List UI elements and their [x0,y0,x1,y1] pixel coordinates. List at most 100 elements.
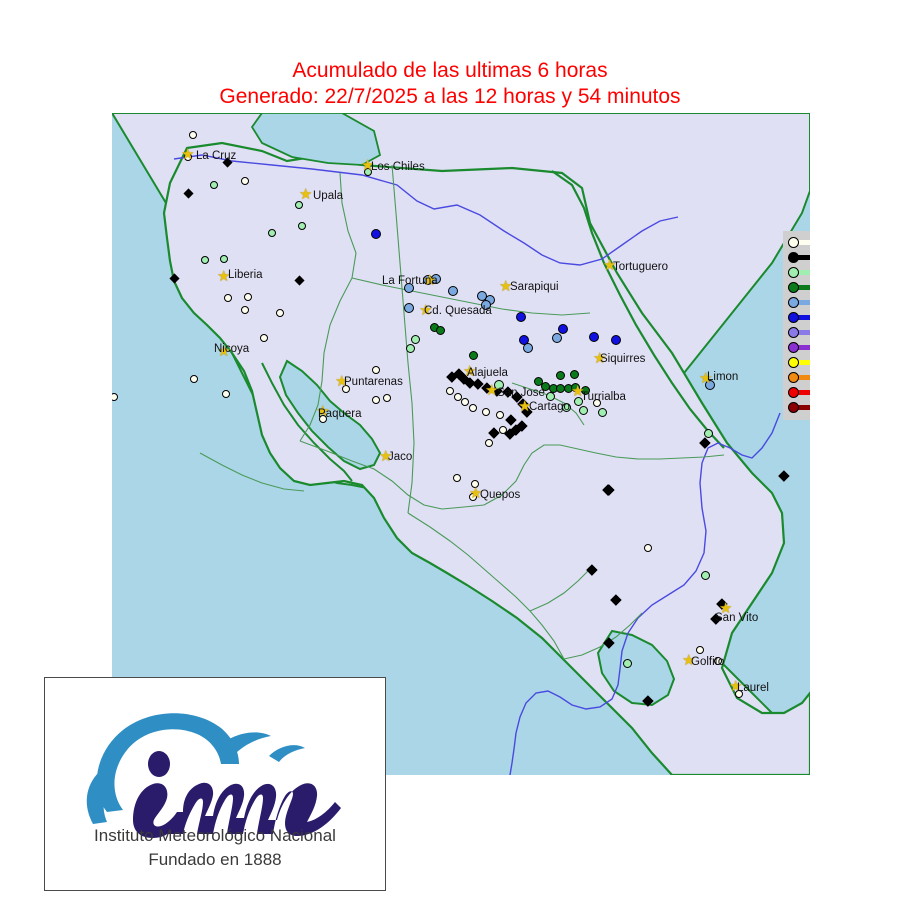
city-label-tortuguero: Tortuguero [613,261,668,273]
station-marker[interactable] [714,657,722,665]
station-marker[interactable] [499,426,507,434]
station-marker[interactable] [435,325,445,335]
station-marker[interactable] [268,229,276,237]
station-marker[interactable] [298,222,306,230]
station-marker[interactable] [471,480,479,488]
station-marker[interactable] [448,286,458,296]
station-marker[interactable] [696,646,704,654]
city-label-upala: Upala [313,190,344,202]
city-star-icon: ★ [217,343,231,360]
station-marker[interactable] [735,690,743,698]
station-marker[interactable] [220,255,228,263]
station-marker[interactable] [241,306,249,314]
station-marker[interactable] [371,229,381,239]
station-marker[interactable] [276,309,284,317]
station-marker[interactable] [552,333,562,343]
station-marker[interactable] [700,570,710,580]
legend-row-4[interactable]: [30-50] mm [788,295,810,310]
station-marker[interactable] [573,396,583,406]
station-marker[interactable] [703,428,713,438]
legend-row-7[interactable]: [100-120] mm [788,340,810,355]
station-marker[interactable] [383,394,391,402]
station-marker[interactable] [260,334,268,342]
station-marker[interactable] [404,283,414,293]
legend-row-6[interactable]: [80-100] mm [788,325,810,340]
imn-logo-graphic [86,713,341,838]
station-marker[interactable] [342,385,350,393]
station-marker[interactable] [201,256,209,264]
cloud-arc-icon [96,713,239,812]
station-marker[interactable] [210,181,218,189]
station-marker[interactable] [558,324,568,334]
station-marker[interactable] [469,493,477,501]
station-marker[interactable] [555,370,565,380]
station-marker[interactable] [405,343,415,353]
station-marker[interactable] [622,658,632,668]
station-marker[interactable] [446,387,454,395]
station-marker[interactable] [469,404,477,412]
station-marker[interactable] [644,544,652,552]
city-label-siquirres: Siquirres [600,353,646,365]
station-marker[interactable] [184,153,192,161]
station-marker[interactable] [580,385,590,395]
city-star-icon: ★ [335,373,349,390]
station-marker[interactable] [516,312,526,322]
station-marker[interactable] [589,332,599,342]
city-label-liberia: Liberia [228,269,263,281]
legend-row-5[interactable]: [50-80] mm [788,310,810,325]
legend-row-10[interactable]: [200-250] mm [788,385,810,400]
legend-row-11[interactable]: [250<PCP] mm [788,400,810,415]
legend-swatch-icon [788,386,810,399]
station-marker[interactable] [481,300,491,310]
station-marker[interactable] [224,294,232,302]
station-marker[interactable] [372,366,380,374]
station-marker[interactable] [482,408,490,416]
legend-row-1[interactable]: [1-5] mm [788,250,810,265]
precipitation-map[interactable]: ★ La Cruz ★ Los Chiles ★ Upala ★ Liberia ★ Nicoya… [112,113,810,775]
station-marker[interactable] [190,375,198,383]
city-label-los-chiles: Los Chiles [371,161,425,173]
station-marker[interactable] [112,393,118,401]
legend-row-3[interactable]: [15-30] mm [788,280,810,295]
title-line-2: Generado: 22/7/2025 a las 12 horas y 54 … [219,85,681,108]
map-geometry [112,113,810,775]
legend-row-2[interactable]: [5-15] mm [788,265,810,280]
station-marker[interactable] [431,274,441,284]
station-marker[interactable] [241,177,249,185]
station-marker[interactable] [364,168,372,176]
station-marker[interactable] [705,380,715,390]
station-marker[interactable] [597,407,607,417]
station-marker[interactable] [454,393,462,401]
station-marker[interactable] [545,391,555,401]
station-marker[interactable] [496,411,504,419]
station-marker[interactable] [319,415,327,423]
city-label-san-jose: San Jose [497,387,545,399]
legend-row-9[interactable]: [150-200] mm [788,370,810,385]
legend-row-0[interactable]: [0-1] mm [788,235,810,250]
station-marker[interactable] [611,335,621,345]
station-marker[interactable] [485,439,493,447]
station-marker[interactable] [570,382,580,392]
station-marker[interactable] [295,201,303,209]
station-marker[interactable] [533,376,543,386]
station-marker[interactable] [453,474,461,482]
city-label-quepos: Quepos [480,489,521,501]
station-marker[interactable] [222,390,230,398]
station-marker[interactable] [523,343,533,353]
precipitation-legend[interactable]: [0-1] mm[1-5] mm[5-15] mm[15-30] mm[30-5… [783,231,810,420]
station-marker[interactable] [404,303,414,313]
station-marker[interactable] [244,293,252,301]
station-marker[interactable] [561,402,571,412]
station-marker[interactable] [578,405,588,415]
station-marker[interactable] [372,396,380,404]
station-marker[interactable] [410,334,420,344]
legend-swatch-icon [788,401,810,414]
station-marker[interactable] [569,369,579,379]
station-marker[interactable] [468,350,478,360]
station-marker[interactable] [494,380,504,390]
station-marker[interactable] [593,399,601,407]
station-marker[interactable] [461,398,469,406]
station-marker[interactable] [189,131,197,139]
gulf-of-nicoya [278,359,382,471]
legend-row-8[interactable]: [120-150] mm [788,355,810,370]
